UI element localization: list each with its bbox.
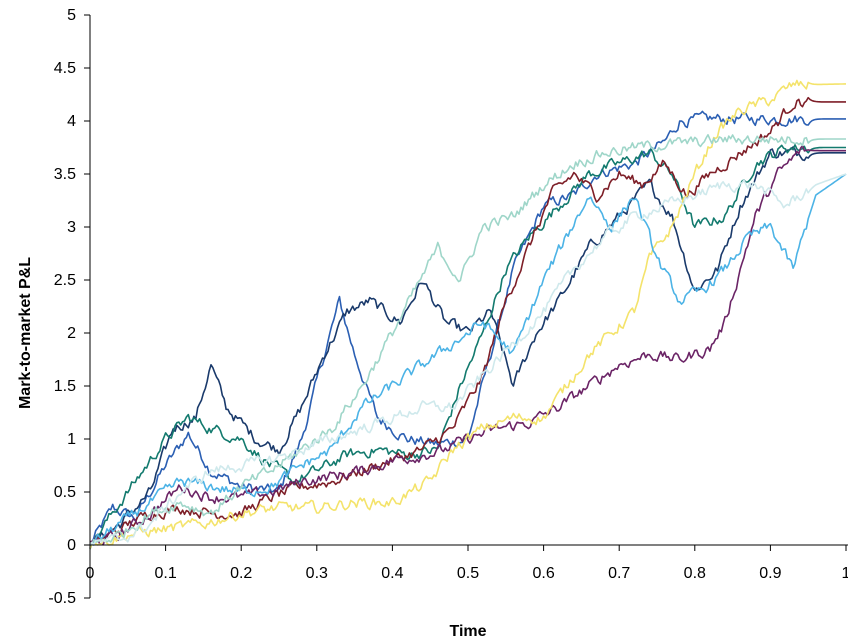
series-line-7	[89, 173, 847, 547]
series-line-2	[89, 146, 846, 549]
y-tick-label: 4	[67, 113, 76, 130]
y-tick-label: 5	[67, 7, 76, 24]
series-line-8	[89, 134, 846, 545]
y-axis-title: Mark-to-market P&L	[17, 257, 34, 409]
x-tick-label: 0.3	[306, 565, 328, 582]
y-tick-label: 0.5	[54, 484, 76, 501]
x-tick-label: 0.2	[230, 565, 252, 582]
x-tick-label: 0.8	[684, 565, 706, 582]
x-tick-label: 0.7	[608, 565, 630, 582]
x-tick-label: 0.1	[154, 565, 176, 582]
y-axis: -0.5 0 0.5 1 1.5 2 2.5 3 3.5 4 4.5 5	[48, 7, 91, 607]
series-line-3	[89, 143, 846, 550]
x-tick-label: 0.5	[457, 565, 479, 582]
y-tick-label: 0	[67, 537, 76, 554]
series-line-4	[89, 96, 846, 548]
y-tick-label: 2.5	[54, 272, 76, 289]
x-axis: 0 0.1 0.2 0.3 0.4 0.5 0.6 0.7 0.8 0.9 1	[86, 544, 848, 582]
x-tick-label: 0.9	[759, 565, 781, 582]
y-tick-label: 1	[67, 431, 76, 448]
series-line-9	[89, 173, 847, 546]
series-line-1	[89, 110, 846, 545]
x-axis-title: Time	[449, 623, 486, 639]
series-line-6	[89, 79, 846, 549]
x-tick-label: 0	[86, 565, 95, 582]
y-tick-label: 4.5	[54, 60, 76, 77]
y-tick-label: 2	[67, 325, 76, 342]
x-tick-label: 0.4	[381, 565, 403, 582]
y-tick-label: 3	[67, 219, 76, 236]
y-tick-label: 1.5	[54, 378, 76, 395]
series-line-5	[89, 144, 846, 546]
x-tick-label: 1	[842, 565, 848, 582]
plot-lines	[89, 79, 847, 550]
x-tick-label: 0.6	[532, 565, 554, 582]
y-tick-label: 3.5	[54, 166, 76, 183]
y-tick-label: -0.5	[48, 590, 76, 607]
